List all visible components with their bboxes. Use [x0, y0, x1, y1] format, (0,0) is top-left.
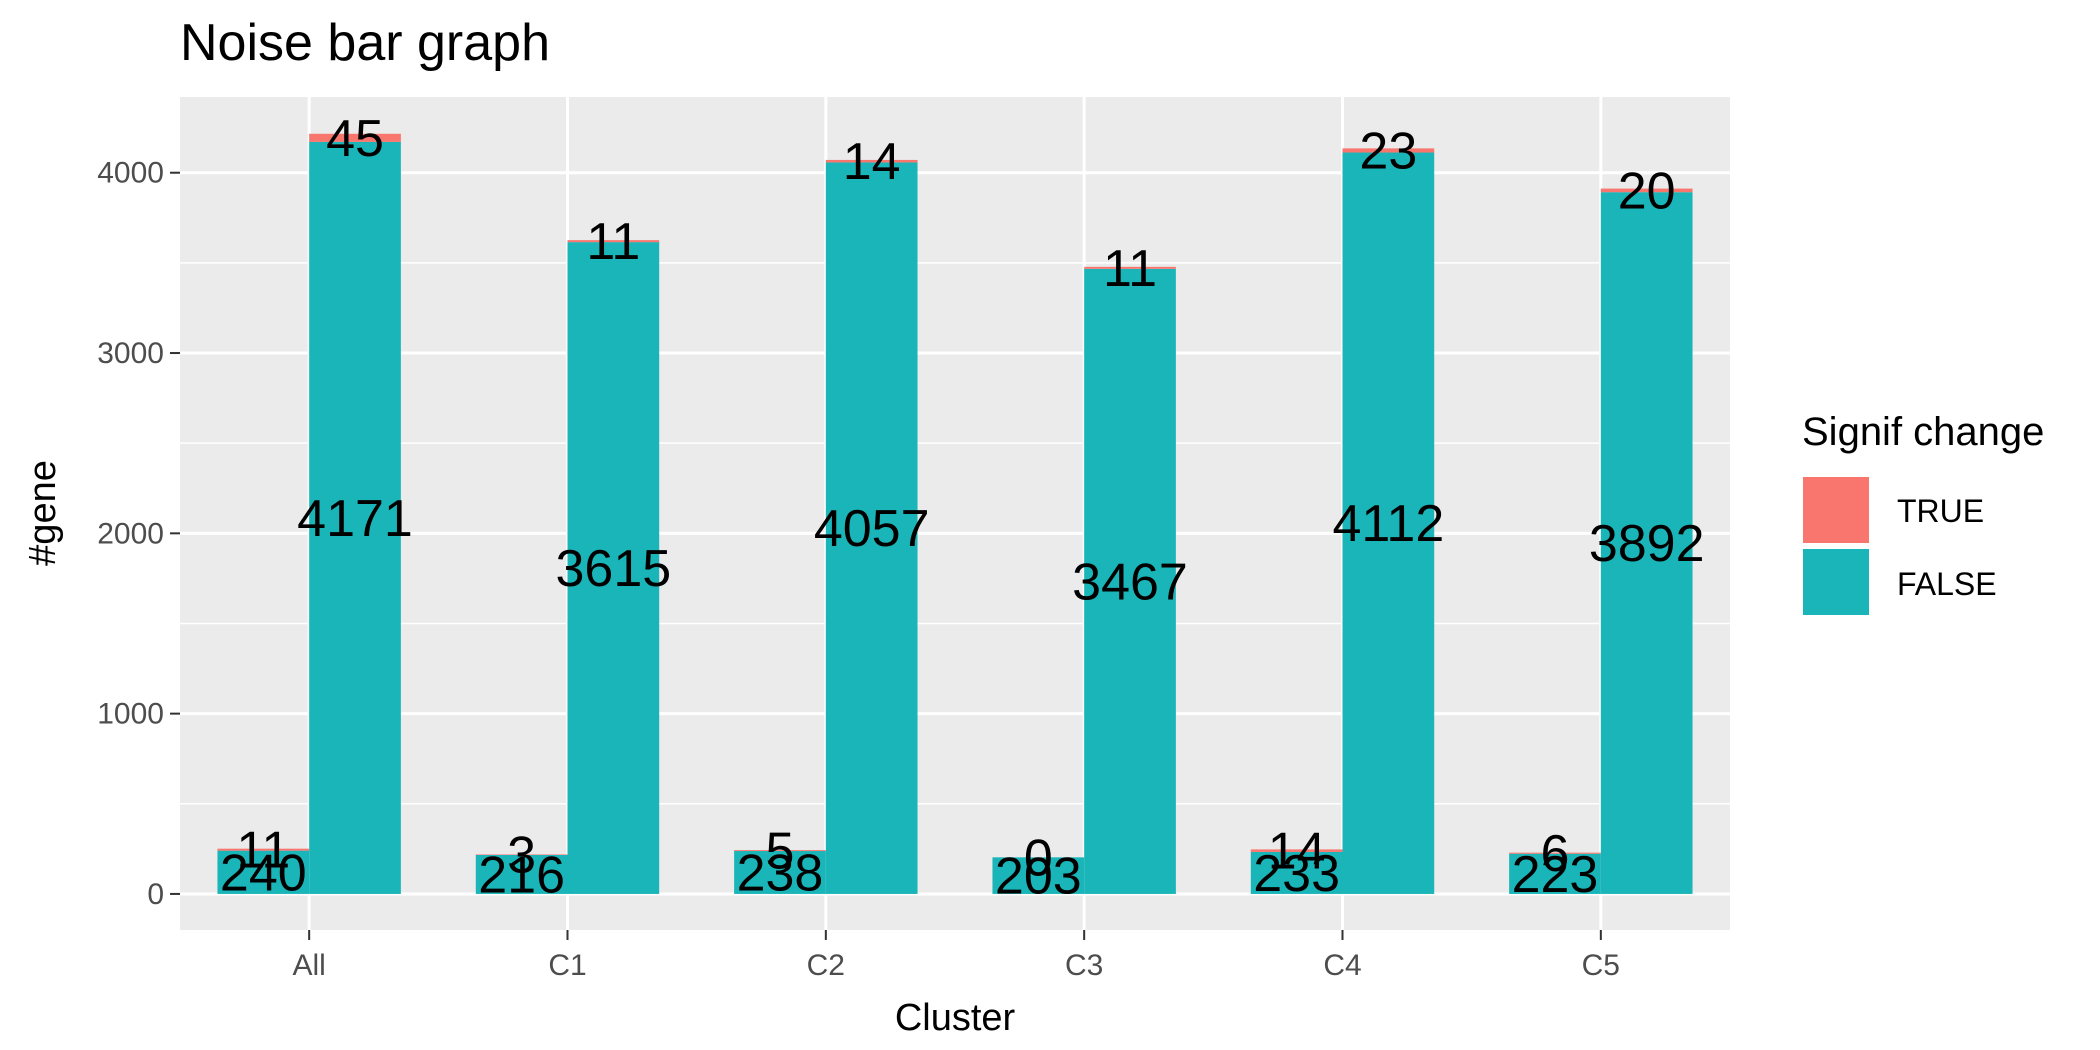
bar-true-right-C1 [567, 240, 660, 243]
x-axis-title: Cluster [895, 997, 1016, 1039]
bar-true-left-C5 [1509, 852, 1601, 854]
bar-false-right-C1 [567, 242, 660, 894]
y-tick-label: 0 [147, 878, 164, 911]
x-tick-label: All [292, 949, 325, 982]
data-label-true-left-All: 11 [236, 822, 290, 880]
bar-true-left-All [217, 848, 310, 851]
data-label-false-left-C4: 233 [1253, 845, 1340, 903]
y-tick-label: 1000 [97, 698, 164, 731]
data-label-false-right-C3: 3467 [1072, 553, 1188, 611]
data-label-false-left-C5: 223 [1512, 846, 1599, 904]
bar-false-left-C4 [1250, 851, 1343, 894]
bar-true-right-C5 [1600, 188, 1693, 193]
data-label-false-left-C2: 238 [737, 844, 824, 902]
y-tick-label: 3000 [97, 337, 164, 370]
data-label-false-left-C3: 203 [995, 848, 1082, 906]
data-label-false-right-C4: 4112 [1332, 495, 1444, 553]
bar-false-right-C5 [1600, 192, 1693, 894]
legend: Signif change TRUE FALSE [1801, 410, 2044, 617]
bar-true-right-C3 [1084, 266, 1176, 269]
bar-false-left-C5 [1509, 853, 1601, 894]
plot-panel [180, 97, 1730, 930]
y-tick-label: 2000 [97, 517, 164, 550]
data-label-true-left-C5: 6 [1541, 825, 1570, 883]
chart-title: Noise bar graph [180, 14, 550, 72]
data-label-false-right-C5: 3892 [1589, 515, 1705, 573]
bar-false-right-C2 [825, 162, 918, 894]
bar-labels-layer: 2401141714521633615112385405714203034671… [220, 110, 1705, 906]
bar-false-left-All [217, 850, 310, 894]
bar-true-right-C2 [825, 159, 918, 163]
y-axis-title: #gene [22, 460, 64, 566]
x-tick-label: C4 [1323, 949, 1361, 982]
data-label-false-right-C2: 4057 [814, 500, 930, 558]
legend-key-true [1801, 475, 1871, 545]
data-label-true-left-C3: 0 [1024, 829, 1053, 887]
bar-false-right-C3 [1084, 268, 1176, 894]
legend-key-false [1801, 547, 1871, 617]
data-label-true-left-C4: 14 [1268, 823, 1326, 881]
data-label-true-right-C4: 23 [1359, 122, 1417, 180]
data-label-true-right-All: 45 [326, 110, 384, 168]
bar-true-left-C2 [734, 850, 826, 852]
axis-layer: 0 1000 2000 3000 4000 All C1 C2 C3 C4 C5 [97, 157, 1620, 982]
x-tick-label: C2 [807, 949, 845, 982]
data-label-true-right-C5: 20 [1618, 162, 1676, 220]
data-label-false-left-All: 240 [220, 844, 307, 902]
data-label-true-right-C3: 11 [1103, 240, 1157, 298]
bar-false-left-C2 [734, 851, 826, 894]
bar-true-right-C4 [1342, 148, 1435, 153]
data-label-false-left-C1: 216 [478, 846, 565, 904]
data-label-true-left-C2: 5 [766, 823, 795, 881]
bar-false-left-C3 [992, 857, 1085, 894]
bar-true-left-C1 [475, 854, 568, 855]
x-tick-label: C3 [1065, 949, 1103, 982]
data-label-true-left-C1: 3 [507, 827, 536, 885]
bar-true-left-C4 [1250, 849, 1343, 852]
bar-false-right-C4 [1342, 152, 1435, 894]
data-label-true-right-C2: 14 [843, 133, 901, 191]
y-tick-label: 4000 [97, 157, 164, 190]
data-label-true-right-C1: 11 [586, 213, 640, 271]
data-label-false-right-All: 4171 [297, 490, 413, 548]
bar-false-left-C1 [475, 854, 568, 894]
x-tick-label: C1 [548, 949, 586, 982]
bar-false-right-All [309, 141, 401, 894]
legend-title: Signif change [1802, 410, 2044, 454]
legend-label-true: TRUE [1897, 493, 1984, 529]
data-label-false-right-C1: 3615 [556, 540, 672, 598]
bar-true-right-All [309, 133, 401, 142]
legend-label-false: FALSE [1897, 566, 1997, 602]
x-tick-label: C5 [1582, 949, 1620, 982]
bars-layer [217, 133, 1693, 894]
